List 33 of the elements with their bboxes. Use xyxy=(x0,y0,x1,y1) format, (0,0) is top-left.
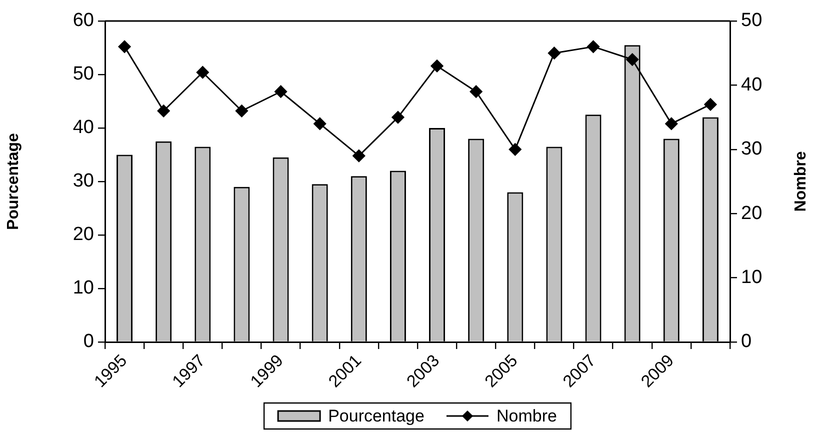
point xyxy=(665,117,678,130)
legend-label: Nombre xyxy=(496,406,557,426)
y-tick-label: 30 xyxy=(72,170,94,192)
y-tick-label: 10 xyxy=(72,278,94,299)
y-tick-label: 20 xyxy=(72,224,94,246)
point xyxy=(508,143,522,156)
y-tick-label: 60 xyxy=(72,10,94,32)
point xyxy=(118,40,131,53)
point xyxy=(157,104,170,118)
y2-tick-label: 0 xyxy=(741,331,752,352)
point xyxy=(548,46,560,60)
y2-tick-label: 40 xyxy=(741,74,762,96)
legend-label: Pourcentage xyxy=(328,406,424,426)
y2-tick-label: 30 xyxy=(741,138,762,160)
point xyxy=(470,85,482,98)
point xyxy=(352,150,366,162)
y-tick-label: 40 xyxy=(72,117,94,138)
point xyxy=(314,117,326,130)
point xyxy=(626,53,639,66)
point xyxy=(196,66,209,79)
point xyxy=(587,40,600,53)
point xyxy=(274,85,288,98)
y-tick-label: 0 xyxy=(83,331,94,352)
y2-tick-label: 20 xyxy=(741,202,762,224)
y2-tick-label: 50 xyxy=(741,10,762,32)
point xyxy=(704,98,717,111)
y-axis-title: Pourcentage xyxy=(5,132,22,230)
y2-axis-title: Nombre xyxy=(792,151,810,212)
y-tick-label: 50 xyxy=(72,64,94,85)
point xyxy=(430,60,444,72)
point xyxy=(235,104,248,118)
point xyxy=(392,111,404,124)
y2-tick-label: 10 xyxy=(741,267,762,288)
